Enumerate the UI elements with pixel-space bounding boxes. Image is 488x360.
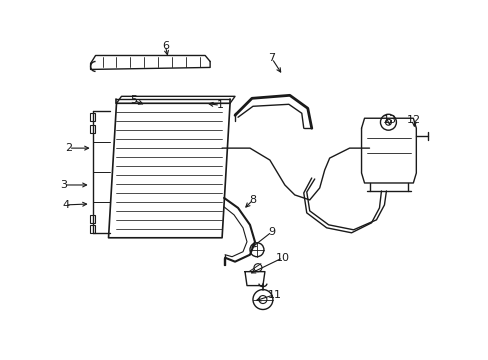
Text: 3: 3	[60, 180, 67, 190]
Text: 9: 9	[268, 227, 275, 237]
Bar	[89, 215, 94, 223]
Text: 13: 13	[382, 115, 396, 125]
Bar	[89, 113, 94, 121]
Text: 5: 5	[130, 95, 137, 105]
Bar	[89, 225, 94, 233]
Bar	[89, 125, 94, 133]
Text: 10: 10	[275, 253, 289, 263]
Text: 12: 12	[407, 115, 421, 125]
Text: 11: 11	[267, 289, 281, 300]
Text: 4: 4	[62, 200, 69, 210]
Text: 1: 1	[216, 100, 223, 110]
Text: 6: 6	[162, 41, 168, 50]
Text: 2: 2	[65, 143, 72, 153]
Text: 8: 8	[249, 195, 256, 205]
Text: 7: 7	[268, 54, 275, 63]
